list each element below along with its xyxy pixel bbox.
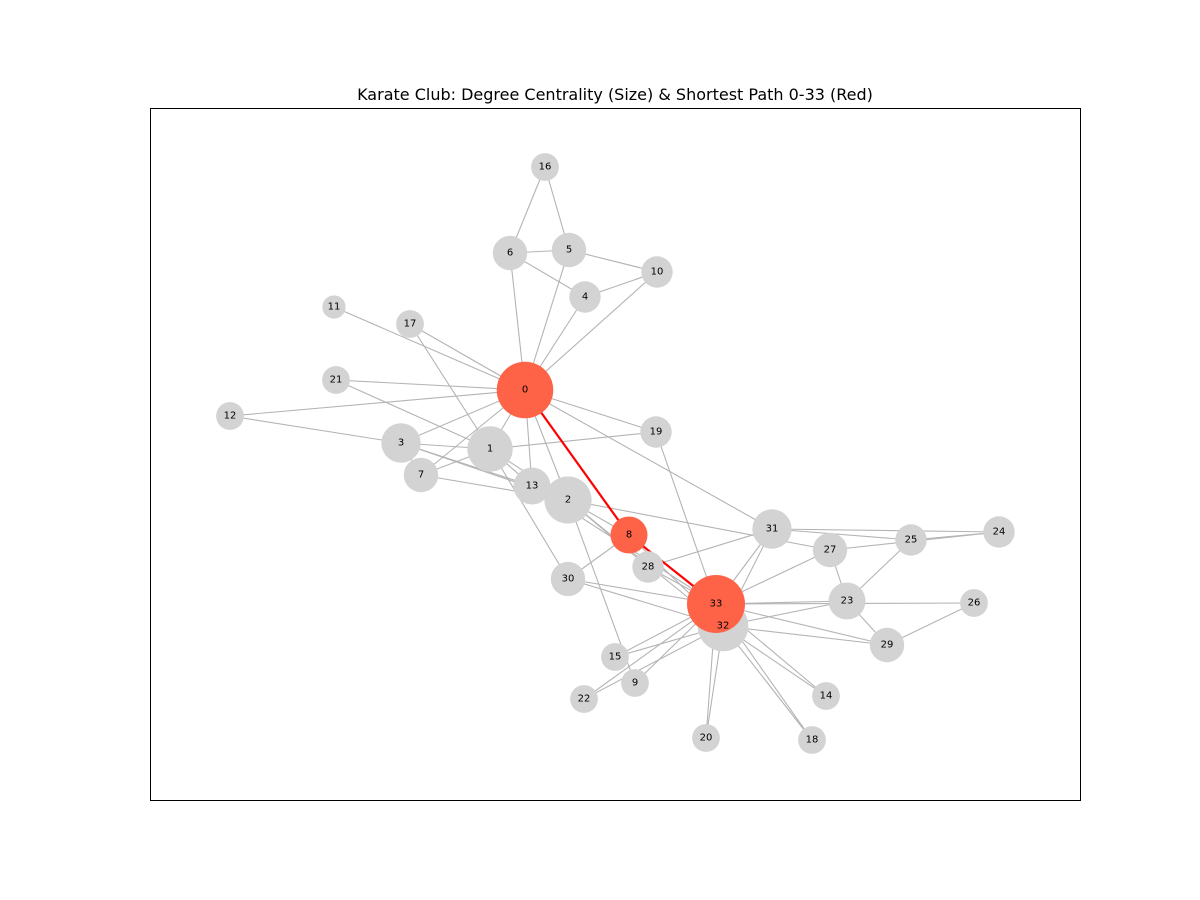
node-label-23: 23 xyxy=(841,596,854,607)
edge-0-12 xyxy=(230,390,525,416)
node-label-0: 0 xyxy=(522,385,528,396)
node-label-3: 3 xyxy=(398,438,404,449)
node-label-25: 25 xyxy=(905,535,918,546)
node-label-4: 4 xyxy=(582,292,588,303)
node-label-15: 15 xyxy=(609,652,622,663)
plot-frame xyxy=(151,109,1081,801)
node-label-26: 26 xyxy=(968,598,981,609)
edge-0-21 xyxy=(336,380,525,390)
node-label-5: 5 xyxy=(566,245,572,256)
node-label-30: 30 xyxy=(562,574,575,585)
node-label-24: 24 xyxy=(993,527,1006,538)
node-label-18: 18 xyxy=(806,735,819,746)
node-label-14: 14 xyxy=(820,691,833,702)
node-label-10: 10 xyxy=(651,267,664,278)
node-label-22: 22 xyxy=(578,694,591,705)
node-label-13: 13 xyxy=(526,481,539,492)
node-label-12: 12 xyxy=(224,411,237,422)
edge-3-12 xyxy=(230,416,401,443)
node-label-29: 29 xyxy=(881,640,894,651)
node-label-1: 1 xyxy=(487,444,493,455)
node-label-9: 9 xyxy=(632,678,638,689)
node-label-27: 27 xyxy=(824,545,837,556)
nodes-layer xyxy=(216,153,1015,754)
node-label-31: 31 xyxy=(766,524,779,535)
node-label-2: 2 xyxy=(565,495,571,506)
node-label-17: 17 xyxy=(404,319,417,330)
node-label-8: 8 xyxy=(626,530,632,541)
node-label-11: 11 xyxy=(328,302,341,313)
node-label-32: 32 xyxy=(717,621,730,632)
node-label-6: 6 xyxy=(507,248,513,259)
node-label-20: 20 xyxy=(700,733,713,744)
node-label-19: 19 xyxy=(650,427,663,438)
node-label-33: 33 xyxy=(710,599,723,610)
edge-0-11 xyxy=(334,307,525,390)
edge-1-19 xyxy=(490,432,656,449)
node-label-28: 28 xyxy=(642,562,655,573)
node-label-7: 7 xyxy=(418,470,424,481)
chart-title: Karate Club: Degree Centrality (Size) & … xyxy=(357,85,873,104)
node-label-21: 21 xyxy=(330,375,343,386)
node-label-16: 16 xyxy=(539,162,552,173)
